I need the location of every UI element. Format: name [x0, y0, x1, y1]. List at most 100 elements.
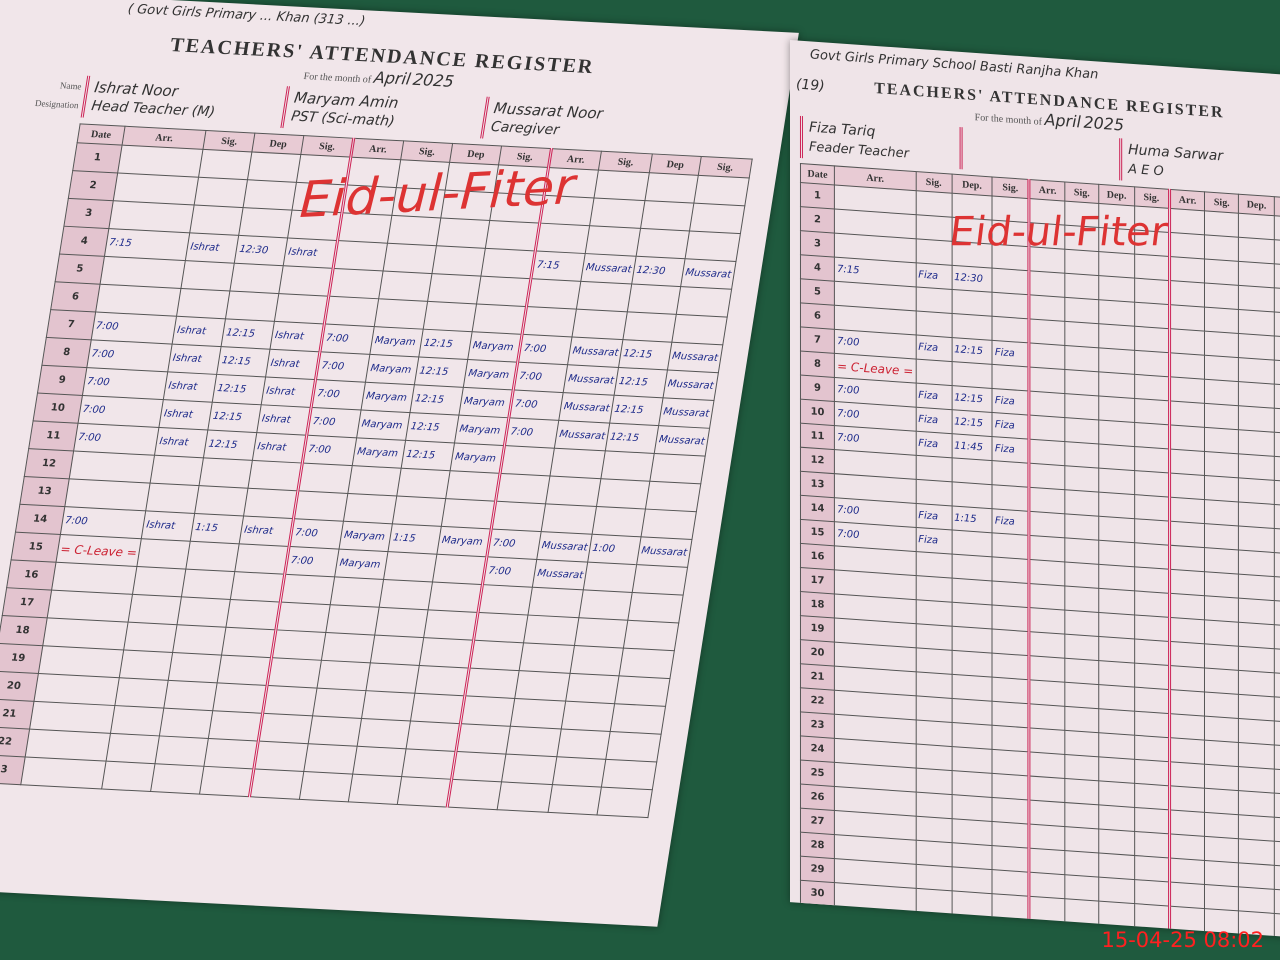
date-cell: 1	[72, 142, 123, 173]
attendance-cell	[1029, 703, 1065, 731]
attendance-cell	[600, 450, 655, 482]
attendance-cell: 1:15	[951, 505, 993, 533]
attendance-cell	[1098, 492, 1135, 519]
column-header: Arr.	[1029, 179, 1065, 202]
attendance-cell	[374, 298, 428, 330]
attendance-cell: Ishrat	[265, 349, 321, 380]
attendance-cell	[992, 677, 1030, 704]
attendance-cell	[1274, 745, 1280, 772]
attendance-cell	[1098, 756, 1135, 784]
attendance-cell: Ishrat	[239, 516, 294, 547]
attendance-cell	[1098, 275, 1135, 303]
attendance-cell	[1098, 901, 1135, 928]
attendance-cell	[1274, 841, 1280, 868]
attendance-cell	[194, 485, 249, 517]
attendance-cell	[572, 309, 628, 340]
attendance-cell	[614, 675, 670, 707]
attendance-cell	[465, 668, 520, 699]
attendance-cell: = C-Leave =	[56, 534, 142, 567]
attendance-cell	[348, 465, 402, 497]
attendance-cell	[1274, 600, 1280, 628]
attendance-cell	[1134, 711, 1170, 738]
attendance-cell	[419, 637, 474, 669]
attendance-cell	[1064, 682, 1099, 709]
attendance-cell	[1204, 307, 1239, 334]
date-cell: 9	[800, 375, 835, 402]
attendance-cell	[992, 484, 1030, 512]
attendance-cell	[1098, 444, 1135, 471]
column-header: Sig.	[992, 176, 1030, 199]
teacher-header: Mussarat Noor Caregiver	[480, 96, 687, 149]
attendance-cell	[1029, 727, 1065, 755]
attendance-cell	[1274, 480, 1280, 507]
attendance-cell	[1238, 574, 1275, 601]
attendance-cell	[597, 787, 653, 818]
attendance-cell	[1064, 754, 1099, 781]
attendance-cell: Maryam	[339, 521, 393, 552]
attendance-cell	[1274, 215, 1280, 243]
attendance-cell	[992, 749, 1030, 776]
attendance-cell	[1204, 884, 1239, 911]
attendance-cell	[1238, 766, 1275, 794]
attendance-cell: Mussarat	[563, 364, 619, 396]
attendance-cell	[1064, 610, 1099, 637]
attendance-cell: 7:00	[482, 556, 538, 588]
attendance-cell	[915, 816, 952, 843]
attendance-cell	[271, 629, 327, 661]
month-value: April	[372, 67, 413, 89]
attendance-cell	[1029, 270, 1065, 298]
attendance-cell	[428, 582, 483, 613]
attendance-cell	[641, 509, 697, 540]
attendance-cell	[1098, 853, 1135, 880]
attendance-cell	[1274, 287, 1280, 315]
attendance-cell	[992, 869, 1030, 897]
attendance-cell: 12:15	[609, 395, 664, 426]
attendance-cell	[397, 468, 451, 499]
attendance-cell	[1169, 761, 1205, 789]
date-cell: 10	[33, 393, 83, 424]
attendance-cell: Maryam	[365, 354, 420, 385]
attendance-cell	[1169, 569, 1205, 596]
attendance-cell	[1274, 889, 1280, 916]
attendance-cell	[545, 476, 601, 507]
attendance-cell	[1274, 769, 1280, 796]
attendance-cell	[915, 792, 952, 819]
attendance-cell	[1029, 559, 1065, 587]
attendance-cell: Fiza	[992, 436, 1030, 464]
attendance-cell	[915, 238, 952, 266]
attendance-cell: Ishrat	[141, 510, 195, 542]
attendance-cell	[1064, 802, 1099, 829]
attendance-cell	[1204, 716, 1239, 743]
column-header: Sig.	[1204, 191, 1239, 214]
column-header: Arr.	[1169, 189, 1205, 211]
attendance-cell	[1169, 400, 1205, 428]
attendance-cell: Mussarat	[559, 392, 615, 424]
attendance-cell	[951, 554, 993, 581]
attendance-cell	[1098, 299, 1135, 327]
attendance-cell	[1134, 879, 1170, 907]
attendance-cell	[992, 580, 1030, 608]
attendance-cell	[423, 301, 477, 332]
attendance-cell: Ishrat	[261, 376, 316, 408]
attendance-cell	[1238, 814, 1275, 842]
attendance-cell	[915, 310, 952, 338]
attendance-cell	[304, 743, 358, 775]
attendance-cell	[605, 731, 661, 762]
attendance-cell	[1274, 336, 1280, 363]
attendance-cell: 12:15	[419, 329, 473, 360]
attendance-cell	[528, 587, 584, 618]
column-header: Dep.	[1098, 184, 1135, 206]
attendance-cell	[1204, 836, 1239, 863]
attendance-cell	[1274, 720, 1280, 748]
attendance-cell: 7:00	[513, 362, 568, 393]
attendance-cell	[1238, 670, 1275, 697]
attendance-cell	[992, 316, 1030, 343]
attendance-cell	[1134, 446, 1170, 474]
attendance-cell	[1238, 550, 1275, 577]
attendance-cell	[915, 190, 952, 218]
attendance-table: Date Arr. Sig. Dep Sig. Arr. Sig. Dep Sig. Arr. Si…	[0, 123, 753, 818]
attendance-cell	[951, 457, 993, 485]
attendance-cell	[1064, 297, 1099, 324]
attendance-cell	[225, 291, 280, 322]
attendance-cell	[485, 220, 541, 251]
